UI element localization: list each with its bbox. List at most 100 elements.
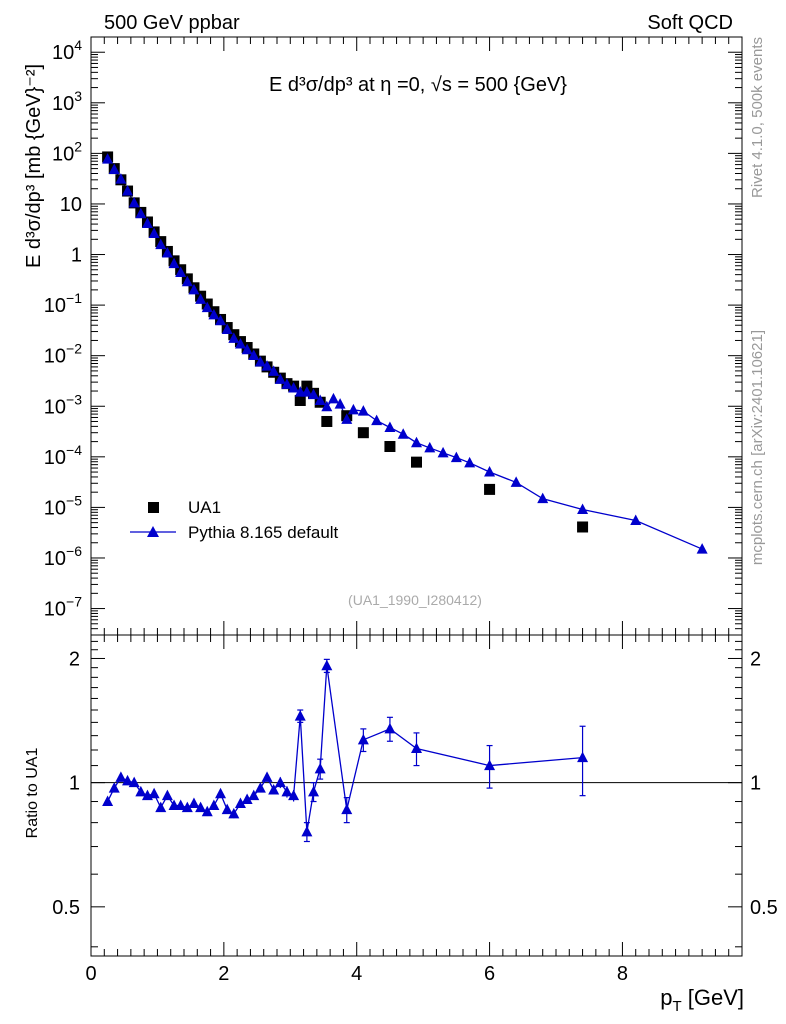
ratio-point [288, 789, 300, 801]
pythia-point [437, 446, 449, 458]
pythia-point [228, 332, 240, 343]
ratio-point [268, 783, 280, 795]
ratio-point [577, 751, 589, 763]
main-frame [90, 36, 743, 636]
pythia-point [254, 355, 266, 367]
ratio-point [128, 776, 140, 788]
ratio-y-tick-label-right: 0.5 [750, 897, 778, 919]
ratio-x-tick-label: 6 [484, 963, 495, 985]
main-y-tick-label: 10−1 [44, 290, 82, 317]
pythia-point [161, 247, 173, 258]
ratio-y-ticks: 0.5 0.5 1 1 2 2 [52, 640, 778, 948]
legend: UA1 Pythia 8.165 default [130, 498, 339, 542]
ua1-point [384, 441, 396, 453]
pythia-point [384, 421, 396, 433]
pythia-point [327, 392, 339, 404]
pythia-point [371, 414, 383, 426]
ua1-point [294, 394, 306, 406]
pythia-point [630, 514, 642, 526]
pythia-point [215, 314, 227, 326]
ratio-point [321, 659, 333, 671]
ratio-point [411, 742, 422, 754]
pythia-point [424, 441, 436, 453]
main-y-tick-label: 10−7 [44, 594, 82, 621]
pythia-point [347, 403, 359, 415]
pythia-point [221, 323, 233, 334]
pythia-point [122, 185, 134, 196]
ratio-point [215, 787, 227, 799]
ratio-y-tick-label: 0.5 [52, 897, 80, 919]
ratio-point [384, 722, 396, 734]
ratio-point [308, 785, 320, 797]
main-y-tick-label: 10−6 [44, 543, 82, 570]
legend-label-ua1: UA1 [188, 498, 221, 517]
header-left: 500 GeV ppbar [104, 12, 240, 34]
ratio-point [201, 805, 213, 817]
pythia-line [107, 158, 703, 550]
pythia-point [108, 163, 120, 174]
pythia-point [510, 476, 522, 487]
main-y-axis-label: E d³σ/dp³ [mb {GeV}⁻²] [23, 64, 45, 268]
pythia-point [341, 413, 353, 424]
pythia-point [248, 349, 260, 360]
ratio-x-tick-label: 0 [85, 963, 96, 985]
pythia-point [148, 227, 160, 239]
side-label-rivet: Rivet 4.1.0, 500k events [749, 37, 766, 198]
ratio-point [148, 787, 160, 799]
ratio-point [484, 759, 496, 771]
plot-title: E d³σ/dp³ at η =0, √s = 500 {GeV} [269, 74, 567, 96]
ratio-point [161, 789, 173, 801]
ratio-point [221, 803, 233, 815]
ratio-point [301, 825, 313, 837]
pythia-point [181, 275, 193, 287]
ratio-point [234, 797, 246, 809]
main-y-tick-label: 10−2 [44, 341, 82, 368]
header-right: Soft QCD [647, 12, 733, 34]
pythia-point [450, 451, 462, 463]
main-y-tick-label: 10−3 [44, 391, 82, 418]
ratio-point [248, 789, 260, 801]
ua1-point [321, 415, 333, 427]
pythia-point [464, 456, 476, 468]
ratio-point [241, 793, 253, 805]
pythia-point [201, 301, 213, 313]
pythia-point [128, 196, 140, 208]
pythia-point [155, 238, 167, 250]
ratio-frame [90, 634, 743, 957]
ratio-point [281, 785, 293, 797]
ratio-y-tick-label: 1 [69, 773, 80, 795]
ratio-point [254, 782, 266, 793]
pythia-point [281, 378, 293, 389]
pythia-point [234, 338, 246, 349]
ratio-point [314, 762, 326, 774]
ratio-point [341, 803, 353, 815]
ratio-y-tick-label: 2 [69, 648, 80, 670]
pythia-point [135, 207, 147, 219]
pythia-point [308, 388, 320, 400]
ratio-point [195, 801, 207, 813]
legend-marker-ua1 [148, 502, 159, 513]
pythia-point [696, 543, 708, 554]
ratio-y-axis-label: Ratio to UA1 [24, 748, 41, 839]
ratio-point [135, 785, 147, 797]
x-axis-label: pT [GeV] [660, 985, 744, 1015]
ratio-y-tick-label-right: 1 [750, 773, 761, 795]
ratio-x-tick-label: 8 [617, 963, 628, 985]
pythia-point [484, 466, 496, 477]
pythia-point [175, 266, 187, 278]
pythia-point [141, 217, 153, 229]
pythia-point [241, 343, 253, 355]
pythia-point [115, 173, 127, 184]
ratio-point [181, 801, 193, 813]
ratio-point [208, 799, 220, 811]
ratio-point [155, 801, 167, 813]
ratio-series-layer [102, 658, 589, 843]
main-y-tick-label: 1 [71, 245, 82, 267]
legend-label-pythia: Pythia 8.165 default [188, 523, 339, 542]
pythia-point [301, 386, 313, 397]
pythia-point [334, 398, 346, 409]
main-y-tick-label: 10−5 [44, 492, 82, 519]
pythia-point [288, 381, 300, 393]
side-label-mcplots: mcplots.cern.ch [arXiv:2401.10621] [749, 330, 766, 565]
